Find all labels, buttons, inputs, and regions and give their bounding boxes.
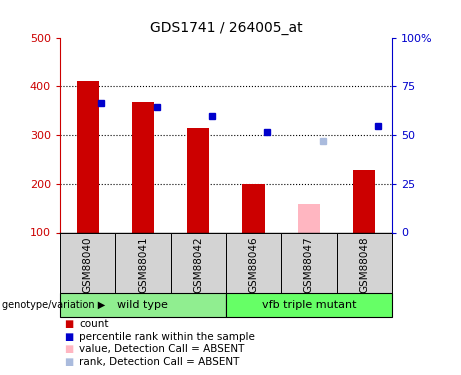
Bar [337, 232, 392, 292]
Text: genotype/variation ▶: genotype/variation ▶ [2, 300, 106, 309]
Text: GSM88047: GSM88047 [304, 237, 314, 293]
Bar [226, 232, 281, 292]
Text: GSM88040: GSM88040 [83, 237, 93, 293]
Bar [115, 232, 171, 292]
Text: vfb triple mutant: vfb triple mutant [262, 300, 356, 310]
Text: rank, Detection Call = ABSENT: rank, Detection Call = ABSENT [79, 357, 240, 366]
Text: count: count [79, 320, 109, 329]
Bar [60, 232, 115, 292]
Text: ■: ■ [65, 357, 74, 366]
Text: percentile rank within the sample: percentile rank within the sample [79, 332, 255, 342]
Bar [132, 102, 154, 232]
Text: ■: ■ [65, 320, 74, 329]
Bar [353, 170, 375, 232]
Text: ■: ■ [65, 344, 74, 354]
Text: value, Detection Call = ABSENT: value, Detection Call = ABSENT [79, 344, 245, 354]
Text: GSM88042: GSM88042 [193, 237, 203, 293]
Bar [60, 292, 226, 317]
Bar [242, 184, 265, 232]
Bar [77, 81, 99, 232]
Text: GSM88046: GSM88046 [248, 237, 259, 293]
Bar [171, 232, 226, 292]
Text: wild type: wild type [118, 300, 168, 310]
Bar [187, 128, 209, 232]
Title: GDS1741 / 264005_at: GDS1741 / 264005_at [149, 21, 302, 35]
Text: GSM88048: GSM88048 [359, 237, 369, 293]
Text: GSM88041: GSM88041 [138, 237, 148, 293]
Bar [281, 232, 337, 292]
Text: ■: ■ [65, 332, 74, 342]
Bar [298, 204, 320, 232]
Bar [226, 292, 392, 317]
